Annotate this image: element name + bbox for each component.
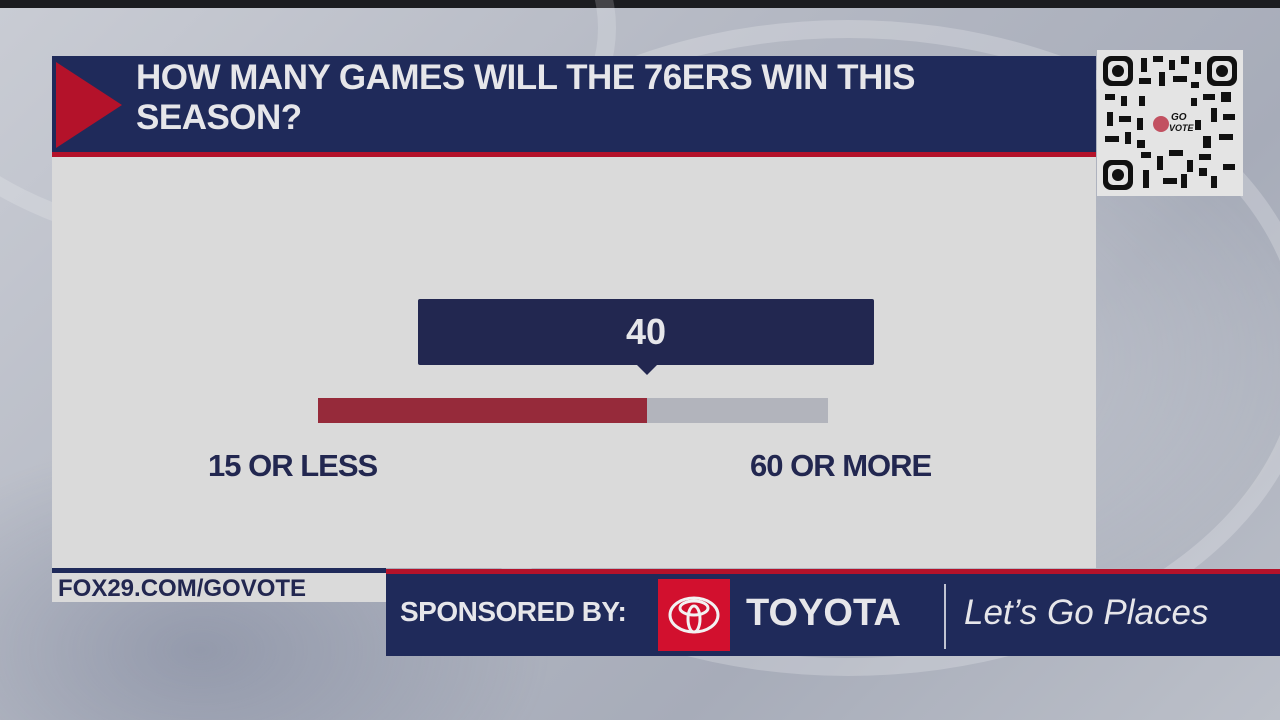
play-triangle-icon [56,62,122,148]
url-strip: FOX29.COM/GOVOTE [52,568,386,602]
sponsor-divider [944,584,946,649]
poll-slider-fill [318,398,647,423]
svg-text:GO: GO [1171,112,1187,123]
go-vote-badge: GO VOTE [1153,112,1195,133]
toyota-logo-icon [658,579,730,651]
current-value: 40 [625,311,667,352]
current-value-callout: 40 [418,299,874,375]
question-title: HOW MANY GAMES WILL THE 76ERS WIN THIS S… [136,58,915,137]
svg-text:VOTE: VOTE [1169,123,1195,133]
question-header: HOW MANY GAMES WILL THE 76ERS WIN THIS S… [52,56,1096,157]
callout-pointer [637,365,657,375]
poll-panel: HOW MANY GAMES WILL THE 76ERS WIN THIS S… [52,56,1096,568]
min-label: 15 OR LESS [208,448,378,483]
top-black-bar [0,0,1280,8]
qr-code[interactable]: GO VOTE [1097,50,1243,196]
sponsored-by-label: SPONSORED BY: [400,596,627,627]
sponsor-tagline: Let’s Go Places [964,593,1209,632]
qr-code-icon: GO VOTE [1103,56,1237,190]
vote-url[interactable]: FOX29.COM/GOVOTE [58,575,307,602]
poll-slider-track[interactable] [318,398,828,423]
max-label: 60 OR MORE [750,448,932,483]
sponsor-name: TOYOTA [746,592,901,634]
sponsor-banner: SPONSORED BY: TOYOTA Let’s Go Places [386,569,1280,656]
